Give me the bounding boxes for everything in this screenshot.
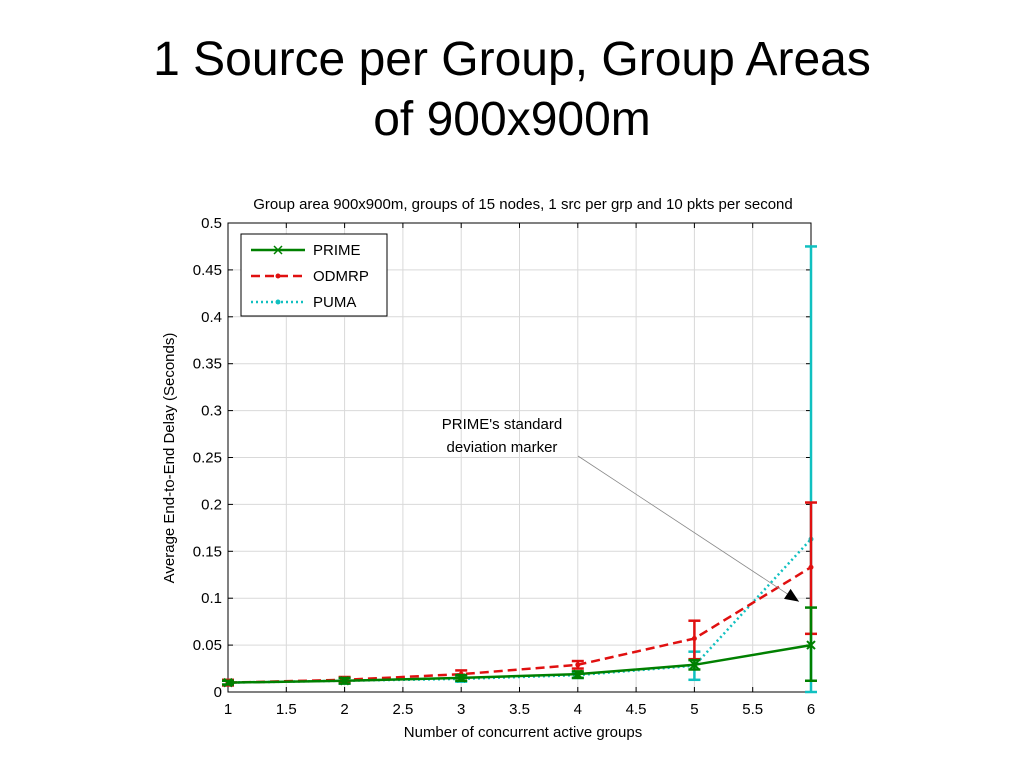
y-tick-label: 0.2 <box>201 496 222 513</box>
prime-marker <box>456 673 466 683</box>
prime-marker <box>689 660 700 670</box>
y-tick-label: 0.35 <box>193 356 222 373</box>
y-tick-label: 0.05 <box>193 637 222 654</box>
y-tick-label: 0 <box>214 684 222 701</box>
prime-line <box>227 643 812 684</box>
annotation-arrow-head <box>784 588 799 602</box>
annotation-line2: deviation marker <box>447 439 558 456</box>
axis-ticks: 1 1.5 2 2.5 3 3.5 4 4.5 5 5.5 6 0 0.05 0.1 0.15 0.2 0.25… <box>193 215 815 718</box>
y-tick-label: 0.4 <box>201 309 222 326</box>
legend-marker-puma <box>275 299 281 305</box>
prime-marker <box>806 640 816 650</box>
annotation-arrow-line <box>577 455 800 602</box>
y-tick-label: 0.3 <box>201 403 222 420</box>
legend-marker-odmrp <box>275 273 281 279</box>
legend-label-odmrp: ODMRP <box>313 268 369 285</box>
x-tick-label: 5.5 <box>742 701 763 718</box>
odmrp-marker <box>808 564 814 570</box>
odmrp-marker <box>575 662 581 668</box>
x-tick-label: 2 <box>340 701 348 718</box>
y-tick-label: 0.1 <box>201 590 222 607</box>
prime-marker <box>573 669 583 679</box>
x-tick-label: 5 <box>690 701 698 718</box>
x-axis-label: Number of concurrent active groups <box>404 724 642 741</box>
prime-marker <box>339 676 350 686</box>
x-tick-label: 2.5 <box>392 701 413 718</box>
y-axis-label: Average End-to-End Delay (Seconds) <box>161 333 178 584</box>
series-group <box>222 245 817 694</box>
y-tick-label: 0.45 <box>193 262 222 279</box>
chart-title: Group area 900x900m, groups of 15 nodes,… <box>253 196 793 213</box>
x-tick-label: 3.5 <box>509 701 530 718</box>
x-tick-label: 6 <box>807 701 815 718</box>
odmrp-marker <box>691 636 697 642</box>
y-tick-label: 0.15 <box>193 543 222 560</box>
legend: PRIME ODMRP PUMA <box>240 233 388 317</box>
legend-label-puma: PUMA <box>313 294 356 311</box>
x-tick-label: 4.5 <box>626 701 647 718</box>
x-tick-label: 1 <box>224 701 232 718</box>
annotation-line1: PRIME's standard <box>442 416 562 433</box>
x-tick-label: 3 <box>457 701 465 718</box>
slide-title-line2: of 900x900m <box>373 93 651 146</box>
y-tick-label: 0.25 <box>193 450 222 467</box>
slide-title: 1 Source per Group, Group Areas of 900x9… <box>0 30 1024 150</box>
slide-title-line1: 1 Source per Group, Group Areas <box>153 33 871 86</box>
x-tick-label: 4 <box>574 701 582 718</box>
odmrp-line <box>227 566 812 684</box>
y-tick-label: 0.5 <box>201 215 222 232</box>
legend-label-prime: PRIME <box>313 242 361 259</box>
prime-marker <box>223 677 233 688</box>
annotation: PRIME's standard deviation marker <box>442 416 800 602</box>
x-tick-label: 1.5 <box>276 701 297 718</box>
legend-marker-prime <box>273 245 283 255</box>
